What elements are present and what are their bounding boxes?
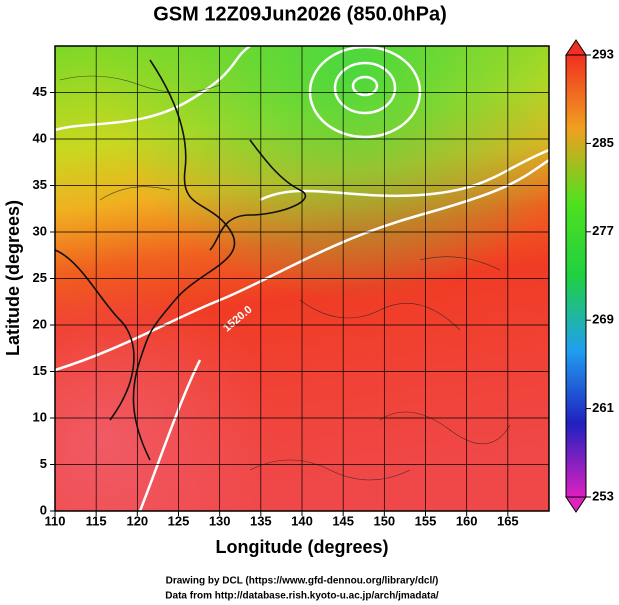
y-tick-label: 30 (33, 223, 47, 238)
colorbar-extend (565, 496, 587, 513)
credit: Data from http://database.rish.kyoto-u.a… (165, 591, 439, 602)
y-tick-label: 15 (33, 363, 47, 378)
y-tick-label: 35 (33, 177, 47, 192)
x-tick-label: 165 (497, 513, 519, 528)
y-tick-label: 5 (40, 456, 47, 471)
x-tick-label: 135 (250, 513, 272, 528)
x-tick-label: 115 (86, 513, 107, 528)
x-tick-label: 155 (415, 513, 437, 528)
y-tick-label: 45 (33, 84, 47, 99)
colorbar-tick-label: 269 (592, 312, 614, 327)
y-tick-label: 0 (40, 502, 47, 517)
y-axis-label: Latitude (degrees) (3, 200, 23, 356)
colorbar-tick-label: 285 (592, 135, 614, 150)
x-tick-label: 150 (373, 513, 395, 528)
colorbar-tick-label: 261 (592, 400, 614, 415)
credit: Drawing by DCL (https://www.gfd-dennou.o… (166, 576, 439, 587)
x-tick-label: 125 (168, 513, 190, 528)
colorbar-tick-label: 253 (592, 488, 614, 503)
colorbar-extend (565, 39, 587, 56)
chart-title: GSM 12Z09Jun2026 (850.0hPa) (153, 3, 446, 25)
colorbar-tick-label: 277 (592, 223, 614, 238)
x-tick-label: 140 (291, 513, 313, 528)
colorbar (565, 54, 587, 498)
x-tick-label: 120 (126, 513, 148, 528)
y-tick-label: 40 (33, 130, 47, 145)
y-tick-label: 20 (33, 316, 47, 331)
x-tick-label: 110 (45, 513, 66, 528)
plot-frame (54, 45, 550, 512)
y-tick-label: 25 (33, 270, 47, 285)
x-tick-label: 145 (332, 513, 354, 528)
y-tick-label: 10 (33, 409, 47, 424)
x-tick-label: 160 (456, 513, 478, 528)
colorbar-tick-label: 293 (592, 46, 614, 61)
x-tick-label: 130 (209, 513, 231, 528)
x-axis-label: Longitude (degrees) (215, 537, 388, 557)
